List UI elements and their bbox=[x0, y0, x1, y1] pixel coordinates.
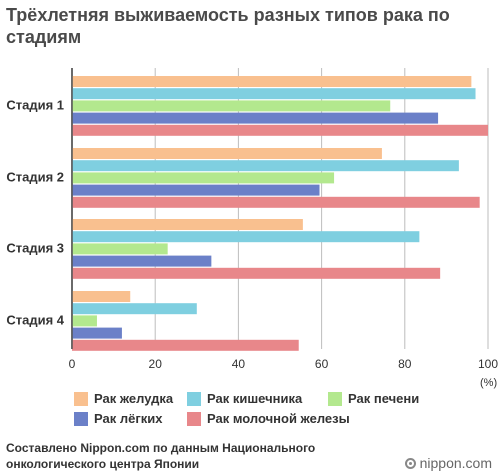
category-label: Стадия 3 bbox=[6, 240, 64, 255]
bar-chart: 0 20 40 60 80 100 (%) Стадия 1 Стадия 2 Стадия 3… bbox=[6, 68, 498, 389]
legend-label: Рак молочной железы bbox=[207, 411, 350, 426]
logo-icon bbox=[404, 457, 416, 469]
category-label: Стадия 2 bbox=[6, 169, 64, 184]
bar bbox=[72, 76, 472, 87]
bar bbox=[72, 172, 335, 184]
legend-label: Рак желудка bbox=[94, 391, 174, 406]
bar bbox=[72, 243, 168, 255]
bar bbox=[72, 184, 320, 196]
logo-text: nippon.com bbox=[419, 455, 492, 471]
chart-title: Трёхлетняя выживаемость разных типов рак… bbox=[6, 5, 450, 47]
x-axis: 0 20 40 60 80 100 (%) bbox=[69, 68, 498, 389]
bar bbox=[72, 160, 459, 172]
bar bbox=[72, 88, 476, 100]
bar bbox=[72, 219, 303, 230]
legend-item: Рак молочной железы bbox=[187, 411, 350, 426]
legend-item: Рак желудка bbox=[74, 391, 173, 406]
category-labels: Стадия 1 Стадия 2 Стадия 3 Стадия 4 bbox=[6, 97, 64, 327]
legend-swatch bbox=[74, 391, 88, 406]
bar bbox=[72, 100, 391, 112]
x-unit-label: (%) bbox=[480, 377, 497, 389]
bar bbox=[72, 148, 382, 159]
bar bbox=[72, 315, 97, 327]
bar bbox=[72, 231, 420, 243]
legend-swatch bbox=[328, 391, 342, 406]
category-label: Стадия 4 bbox=[6, 312, 64, 327]
legend-label: Рак кишечника bbox=[207, 391, 303, 406]
x-tick-label: 80 bbox=[398, 357, 412, 371]
bar bbox=[72, 303, 197, 315]
x-tick-label: 40 bbox=[232, 357, 246, 371]
bar bbox=[72, 291, 131, 302]
category-label: Стадия 1 bbox=[6, 97, 64, 112]
bar bbox=[72, 196, 480, 208]
source-note: Составлено Nippon.com по данным Национал… bbox=[6, 441, 316, 471]
legend-swatch bbox=[187, 391, 201, 406]
x-tick-label: 0 bbox=[69, 357, 76, 371]
legend-label: Рак печени bbox=[348, 391, 420, 406]
nippon-logo: nippon.com bbox=[404, 455, 492, 471]
bar bbox=[72, 327, 122, 339]
x-tick-label: 100 bbox=[478, 357, 498, 371]
bar bbox=[72, 255, 212, 267]
legend-label: Рак лёгких bbox=[94, 411, 163, 426]
bars-group bbox=[72, 76, 488, 351]
legend-item: Рак печени bbox=[328, 391, 419, 406]
x-tick-label: 60 bbox=[315, 357, 329, 371]
legend-swatch bbox=[74, 411, 88, 426]
legend-swatch bbox=[187, 411, 201, 426]
legend-item: Рак кишечника bbox=[187, 391, 302, 406]
bar bbox=[72, 112, 439, 124]
bar bbox=[72, 124, 488, 136]
legend-item: Рак лёгких bbox=[74, 411, 162, 426]
bar bbox=[72, 267, 441, 279]
bar bbox=[72, 339, 299, 351]
x-tick-label: 20 bbox=[149, 357, 163, 371]
